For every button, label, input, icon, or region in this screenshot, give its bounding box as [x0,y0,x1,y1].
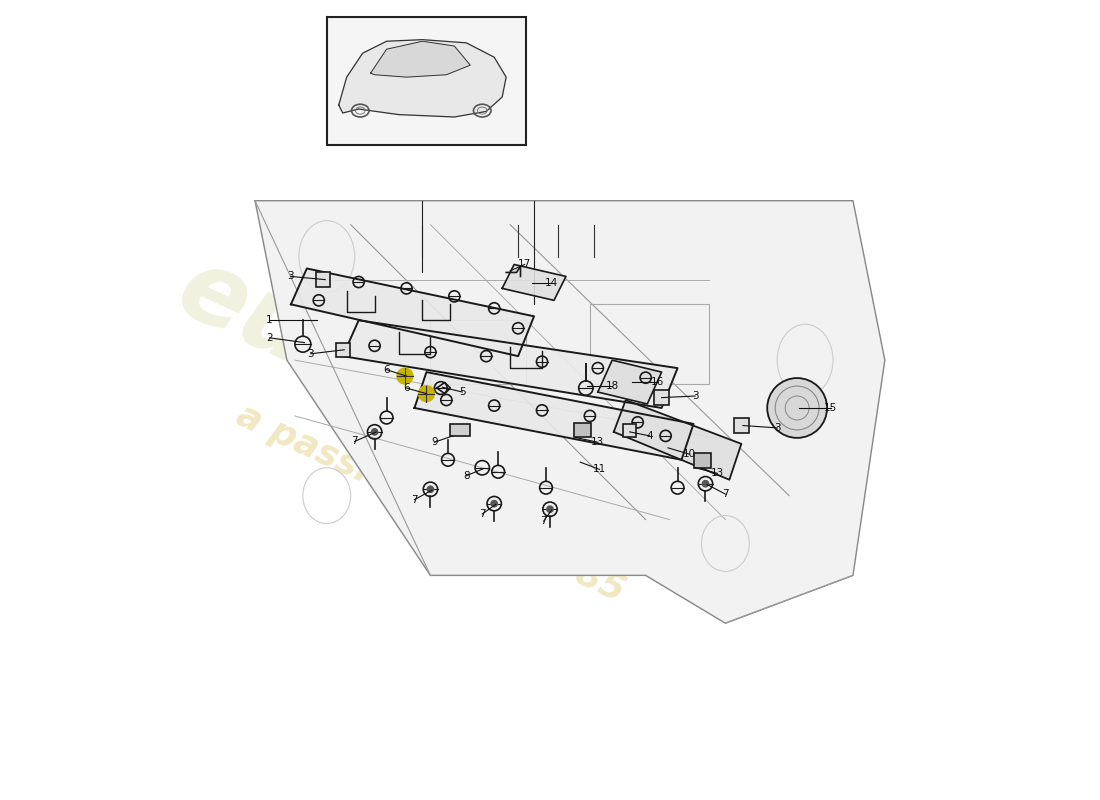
Text: 3: 3 [774,423,781,433]
Circle shape [547,506,553,513]
Text: 7: 7 [411,494,418,505]
Text: 7: 7 [478,509,485,519]
Polygon shape [339,40,506,117]
Bar [624,424,636,437]
Text: 13: 13 [711,468,724,478]
Text: 7: 7 [351,437,358,446]
Text: 18: 18 [606,382,619,391]
Text: 6: 6 [404,383,410,393]
Bar [693,454,711,468]
Text: 1: 1 [266,315,273,326]
Text: 3: 3 [287,271,294,282]
Text: euroParts: euroParts [162,240,700,560]
Text: 10: 10 [683,450,696,459]
Polygon shape [614,400,741,480]
Circle shape [397,368,412,384]
Bar [590,304,710,384]
Bar [734,418,748,433]
Polygon shape [255,201,884,623]
Ellipse shape [767,378,827,438]
Polygon shape [503,265,565,300]
Polygon shape [415,372,693,460]
Bar [574,423,592,438]
Circle shape [702,481,708,487]
Text: 2: 2 [266,333,273,343]
Polygon shape [343,320,678,408]
Polygon shape [290,269,535,356]
Circle shape [372,429,377,435]
Text: a passion since 1985: a passion since 1985 [231,398,630,609]
Text: 6: 6 [383,365,389,374]
Text: 4: 4 [647,431,653,441]
Text: 14: 14 [544,278,558,288]
Text: 8: 8 [463,470,470,481]
Bar [336,342,350,357]
Text: 11: 11 [593,464,606,474]
Text: 9: 9 [431,438,438,447]
Bar [430,320,526,384]
Bar [654,390,669,405]
Text: 7: 7 [722,489,728,499]
Polygon shape [597,360,661,404]
Polygon shape [371,42,471,77]
Circle shape [491,501,497,507]
Bar [327,18,526,145]
Bar [450,424,471,436]
Text: 13: 13 [591,438,605,447]
Circle shape [418,386,434,402]
Text: 15: 15 [824,403,837,413]
Text: 3: 3 [692,391,698,401]
Text: 16: 16 [651,378,664,387]
Text: 3: 3 [308,349,315,358]
Circle shape [427,486,433,493]
Text: 7: 7 [540,516,547,526]
Text: 17: 17 [518,259,531,270]
Bar [316,273,330,286]
Text: 5: 5 [459,387,465,397]
